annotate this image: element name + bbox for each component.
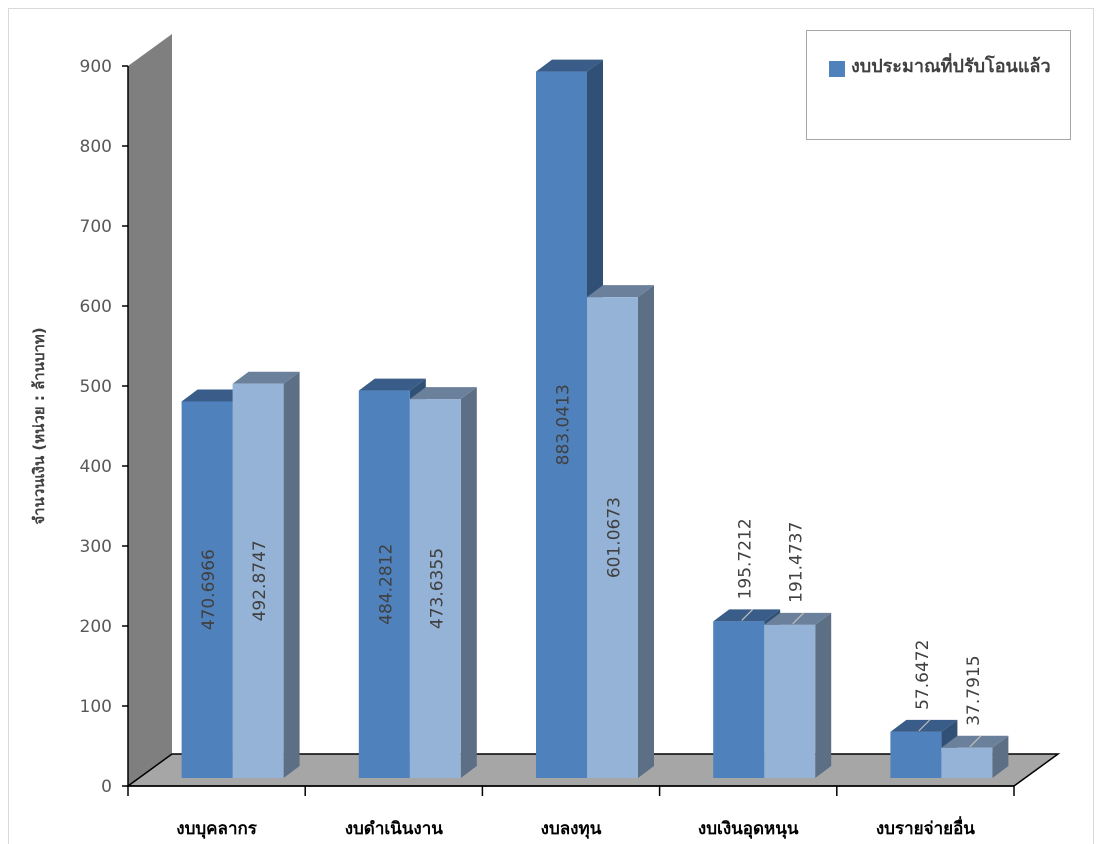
bar bbox=[232, 383, 284, 778]
bar bbox=[536, 71, 587, 779]
bar bbox=[941, 747, 993, 778]
y-axis-title: จำนวนเงิน (หน่วย : ล้านบาท) bbox=[30, 327, 48, 524]
legend-swatch bbox=[829, 61, 845, 77]
data-label: 473.6355 bbox=[427, 548, 447, 629]
data-label: 191.4737 bbox=[787, 522, 807, 603]
y-tick-label: 200 bbox=[80, 617, 112, 637]
y-tick-label: 0 bbox=[101, 777, 112, 797]
y-tick-label: 400 bbox=[80, 457, 112, 477]
data-label-leader bbox=[741, 608, 754, 621]
bar bbox=[358, 390, 410, 778]
chart-frame bbox=[8, 8, 1094, 844]
bar-side bbox=[638, 285, 654, 778]
back-wall bbox=[128, 34, 172, 786]
y-tick-label: 500 bbox=[80, 377, 112, 397]
bar bbox=[409, 399, 461, 778]
bar-side bbox=[992, 735, 1009, 778]
x-category-label: งบดำเนินงาน bbox=[345, 819, 444, 839]
bar-side bbox=[283, 371, 300, 778]
y-tick-label: 900 bbox=[80, 57, 112, 77]
data-label: 601.0673 bbox=[605, 497, 625, 578]
data-label: 57.6472 bbox=[913, 640, 933, 710]
x-category-label: งบบุคลากร bbox=[176, 819, 258, 839]
y-tick-label: 800 bbox=[80, 137, 112, 157]
y-tick-label: 700 bbox=[80, 217, 112, 237]
data-label-leader bbox=[918, 719, 931, 732]
bar bbox=[587, 297, 638, 778]
data-label: 492.8747 bbox=[250, 540, 270, 621]
data-label: 883.0413 bbox=[554, 384, 574, 465]
bar bbox=[890, 731, 942, 778]
bar-top bbox=[232, 371, 300, 384]
data-label: 195.7212 bbox=[736, 518, 756, 599]
bar-top bbox=[536, 59, 603, 72]
bar-top bbox=[181, 389, 249, 402]
x-category-label: งบรายจ่ายอื่น bbox=[876, 816, 975, 839]
data-label: 484.2812 bbox=[376, 544, 396, 625]
data-label-leader bbox=[792, 612, 805, 625]
data-label: 470.6966 bbox=[199, 549, 219, 630]
y-tick-label: 100 bbox=[80, 697, 112, 717]
bar-top bbox=[358, 378, 426, 391]
bar-top bbox=[587, 285, 654, 298]
bar-side bbox=[815, 612, 832, 778]
bar bbox=[181, 401, 233, 778]
bar-side bbox=[460, 387, 477, 778]
x-category-label: งบเงินอุดหนุน bbox=[698, 819, 799, 839]
data-label-leader bbox=[969, 735, 982, 748]
legend: งบประมาณที่ปรับโอนแล้ว bbox=[806, 30, 1071, 140]
legend-label: งบประมาณที่ปรับโอนแล้ว bbox=[851, 56, 1051, 77]
x-category-label: งบลงทุน bbox=[541, 819, 602, 839]
bar bbox=[713, 621, 765, 778]
y-tick-label: 600 bbox=[80, 297, 112, 317]
data-label: 37.7915 bbox=[964, 655, 984, 725]
bar bbox=[764, 624, 816, 778]
bar-top bbox=[409, 387, 477, 400]
y-tick-label: 300 bbox=[80, 537, 112, 557]
